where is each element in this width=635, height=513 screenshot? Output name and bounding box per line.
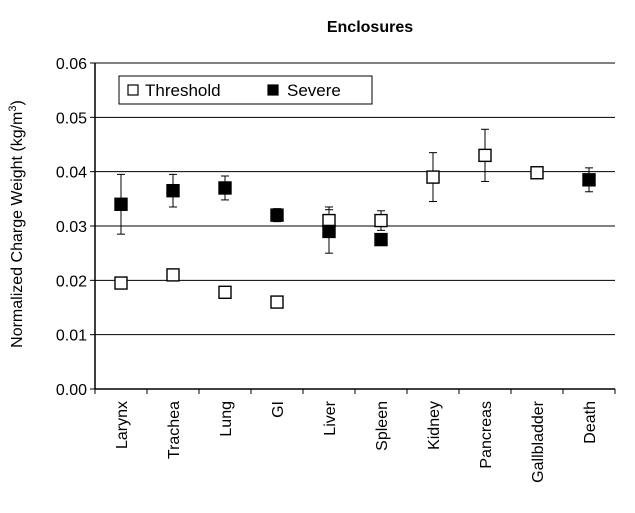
y-axis-label: Normalized Charge Weight (kg/m3) [7, 100, 26, 348]
gridlines [95, 62, 615, 336]
y-axis-label-main: Normalized Charge Weight (kg/m [9, 112, 26, 348]
threshold-point [270, 295, 284, 309]
y-tick-label: 0.02 [56, 273, 87, 290]
threshold-point [166, 268, 180, 282]
y-axis-label-end: ) [9, 100, 26, 105]
x-category-label: Spleen [374, 401, 391, 451]
x-category-label: Liver [322, 400, 339, 435]
legend-threshold-label: Threshold [145, 81, 221, 100]
y-tick-label: 0.05 [56, 110, 87, 127]
axes [90, 62, 616, 394]
legend: Threshold Severe [118, 75, 373, 105]
x-category-labels: Larynx Trachea Lung GI Liver Spleen Kidney Panc… [114, 400, 599, 483]
data-points [114, 148, 596, 309]
threshold-point [426, 170, 440, 184]
severe-point [114, 197, 128, 211]
threshold-point [114, 276, 128, 290]
threshold-point [218, 285, 232, 299]
legend-severe-label: Severe [287, 81, 341, 100]
x-category-label: Lung [218, 401, 235, 437]
legend-box [118, 75, 373, 105]
y-tick-label: 0.03 [56, 219, 87, 236]
y-tick-label: 0.00 [56, 382, 87, 399]
legend-severe-marker [267, 84, 279, 96]
y-axis-label-superscript: 3 [7, 105, 19, 111]
severe-point [218, 181, 232, 195]
severe-point [270, 208, 284, 222]
x-category-label: Larynx [114, 401, 131, 449]
y-tick-label: 0.06 [56, 56, 87, 73]
severe-point [166, 183, 180, 198]
threshold-point [478, 148, 492, 163]
severe-point [374, 232, 388, 247]
legend-threshold-marker [127, 84, 139, 96]
threshold-point [374, 213, 388, 228]
x-category-label: Trachea [166, 401, 183, 459]
threshold-point [530, 166, 544, 180]
severe-point [322, 224, 336, 239]
chart-title: Enclosures [327, 19, 413, 36]
y-tick-label: 0.01 [56, 328, 87, 345]
x-category-label: Pancreas [478, 401, 495, 469]
y-tick-label: 0.04 [56, 165, 87, 182]
x-category-label: Gallbladder [530, 400, 547, 483]
x-category-label: Death [582, 401, 599, 444]
severe-point [582, 173, 596, 187]
x-category-label: Kidney [426, 401, 443, 450]
x-category-label: GI [270, 401, 287, 418]
y-tick-labels: 0.00 0.01 0.02 0.03 0.04 0.05 0.06 [56, 56, 87, 399]
